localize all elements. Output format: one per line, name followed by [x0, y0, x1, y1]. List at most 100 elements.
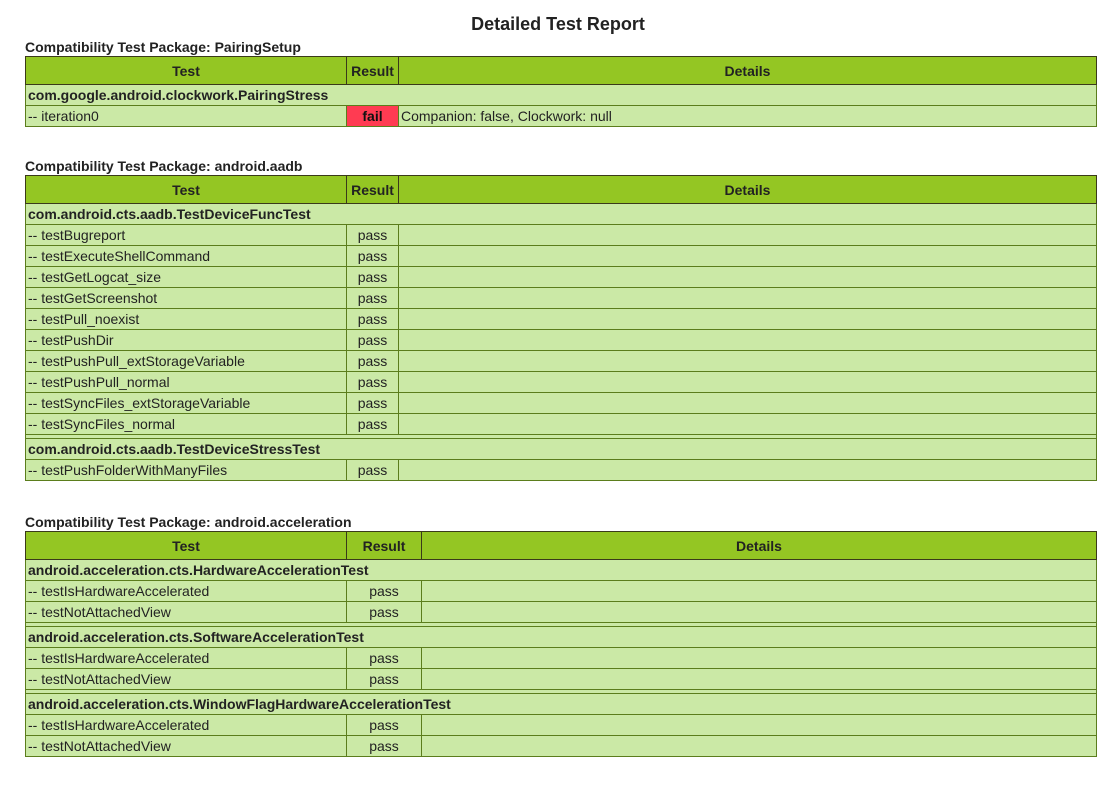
test-name: -- testPushPull_extStorageVariable — [25, 350, 347, 372]
test-details — [398, 308, 1097, 330]
test-name: -- testBugreport — [25, 224, 347, 246]
table-row: -- testGetLogcat_size pass — [25, 266, 1097, 288]
test-name: -- testNotAttachedView — [25, 735, 347, 757]
results-table: Test Result Details com.google.android.cloc… — [25, 56, 1097, 127]
table-row: -- testIsHardwareAccelerated pass — [25, 714, 1097, 736]
result-badge: pass — [346, 266, 399, 288]
result-badge: pass — [346, 459, 399, 481]
table-row: -- testNotAttachedView pass — [25, 735, 1097, 757]
test-package: Compatibility Test Package: android.aadb… — [25, 157, 1116, 481]
package-title: Compatibility Test Package: android.acce… — [25, 514, 352, 530]
table-row: -- testSyncFiles_normal pass — [25, 413, 1097, 435]
test-details: Companion: false, Clockwork: null — [398, 105, 1097, 127]
test-name: -- testGetLogcat_size — [25, 266, 347, 288]
result-badge: pass — [346, 371, 399, 393]
test-name: -- iteration0 — [25, 105, 347, 127]
test-details — [421, 647, 1097, 669]
result-badge: pass — [346, 714, 422, 736]
result-badge: pass — [346, 287, 399, 309]
results-table: Test Result Details android.acceleration.ct… — [25, 531, 1097, 757]
package-title: Compatibility Test Package: PairingSetup — [25, 39, 301, 55]
test-name: -- testIsHardwareAccelerated — [25, 580, 347, 602]
test-details — [421, 668, 1097, 690]
result-badge: pass — [346, 392, 399, 414]
table-row: -- testIsHardwareAccelerated pass — [25, 647, 1097, 669]
table-row: -- testPushDir pass — [25, 329, 1097, 351]
result-badge: pass — [346, 245, 399, 267]
column-header-test: Test — [25, 56, 347, 85]
class-name: android.acceleration.cts.HardwareAcceler… — [25, 559, 1097, 581]
column-header-details: Details — [421, 531, 1097, 560]
test-details — [398, 392, 1097, 414]
column-header-details: Details — [398, 175, 1097, 204]
result-badge: pass — [346, 329, 399, 351]
class-name: com.android.cts.aadb.TestDeviceStressTes… — [25, 438, 1097, 460]
class-row: android.acceleration.cts.HardwareAcceler… — [25, 559, 1097, 581]
result-badge: pass — [346, 668, 422, 690]
class-name: com.android.cts.aadb.TestDeviceFuncTest — [25, 203, 1097, 225]
class-row: android.acceleration.cts.SoftwareAcceler… — [25, 626, 1097, 648]
test-details — [398, 266, 1097, 288]
class-name: android.acceleration.cts.WindowFlagHardw… — [25, 693, 1097, 715]
page-title: Detailed Test Report — [471, 14, 645, 34]
test-details — [421, 735, 1097, 757]
result-badge: pass — [346, 580, 422, 602]
result-badge: pass — [346, 601, 422, 623]
package-title: Compatibility Test Package: android.aadb — [25, 158, 303, 174]
column-header-result: Result — [346, 175, 399, 204]
table-row: -- testIsHardwareAccelerated pass — [25, 580, 1097, 602]
class-name: com.google.android.clockwork.PairingStre… — [25, 84, 1097, 106]
test-package: Compatibility Test Package: PairingSetup… — [25, 38, 1116, 127]
table-row: -- testNotAttachedView pass — [25, 601, 1097, 623]
test-details — [398, 371, 1097, 393]
class-row: com.google.android.clockwork.PairingStre… — [25, 84, 1097, 106]
test-details — [421, 601, 1097, 623]
test-name: -- testSyncFiles_normal — [25, 413, 347, 435]
test-name: -- testPushPull_normal — [25, 371, 347, 393]
test-details — [398, 459, 1097, 481]
table-row: -- testExecuteShellCommand pass — [25, 245, 1097, 267]
test-details — [398, 329, 1097, 351]
result-badge: pass — [346, 308, 399, 330]
test-package: Compatibility Test Package: android.acce… — [25, 513, 1116, 757]
column-header-test: Test — [25, 175, 347, 204]
test-details — [398, 350, 1097, 372]
class-row: com.android.cts.aadb.TestDeviceFuncTest — [25, 203, 1097, 225]
test-details — [421, 714, 1097, 736]
table-row: -- iteration0 fail Companion: false, Clock… — [25, 105, 1097, 127]
table-row: -- testNotAttachedView pass — [25, 668, 1097, 690]
table-row: -- testPushPull_normal pass — [25, 371, 1097, 393]
test-name: -- testExecuteShellCommand — [25, 245, 347, 267]
class-row: com.android.cts.aadb.TestDeviceStressTes… — [25, 438, 1097, 460]
result-badge: fail — [346, 105, 399, 127]
test-name: -- testNotAttachedView — [25, 601, 347, 623]
header-row: Test Result Details — [25, 56, 1097, 85]
table-row: -- testBugreport pass — [25, 224, 1097, 246]
test-details — [398, 413, 1097, 435]
table-row: -- testGetScreenshot pass — [25, 287, 1097, 309]
header-row: Test Result Details — [25, 175, 1097, 204]
test-name: -- testNotAttachedView — [25, 668, 347, 690]
test-name: -- testGetScreenshot — [25, 287, 347, 309]
test-name: -- testPushDir — [25, 329, 347, 351]
spacer — [0, 481, 1116, 511]
spacer — [0, 127, 1116, 155]
test-name: -- testIsHardwareAccelerated — [25, 647, 347, 669]
result-badge: pass — [346, 647, 422, 669]
result-badge: pass — [346, 735, 422, 757]
table-row: -- testSyncFiles_extStorageVariable pass — [25, 392, 1097, 414]
class-name: android.acceleration.cts.SoftwareAcceler… — [25, 626, 1097, 648]
column-header-details: Details — [398, 56, 1097, 85]
column-header-result: Result — [346, 56, 399, 85]
result-badge: pass — [346, 413, 399, 435]
test-details — [398, 287, 1097, 309]
result-badge: pass — [346, 224, 399, 246]
test-details — [398, 245, 1097, 267]
test-details — [421, 580, 1097, 602]
header-row: Test Result Details — [25, 531, 1097, 560]
test-name: -- testPull_noexist — [25, 308, 347, 330]
column-header-test: Test — [25, 531, 347, 560]
test-name: -- testIsHardwareAccelerated — [25, 714, 347, 736]
table-row: -- testPull_noexist pass — [25, 308, 1097, 330]
results-table: Test Result Details com.android.cts.aadb.Te… — [25, 175, 1097, 481]
